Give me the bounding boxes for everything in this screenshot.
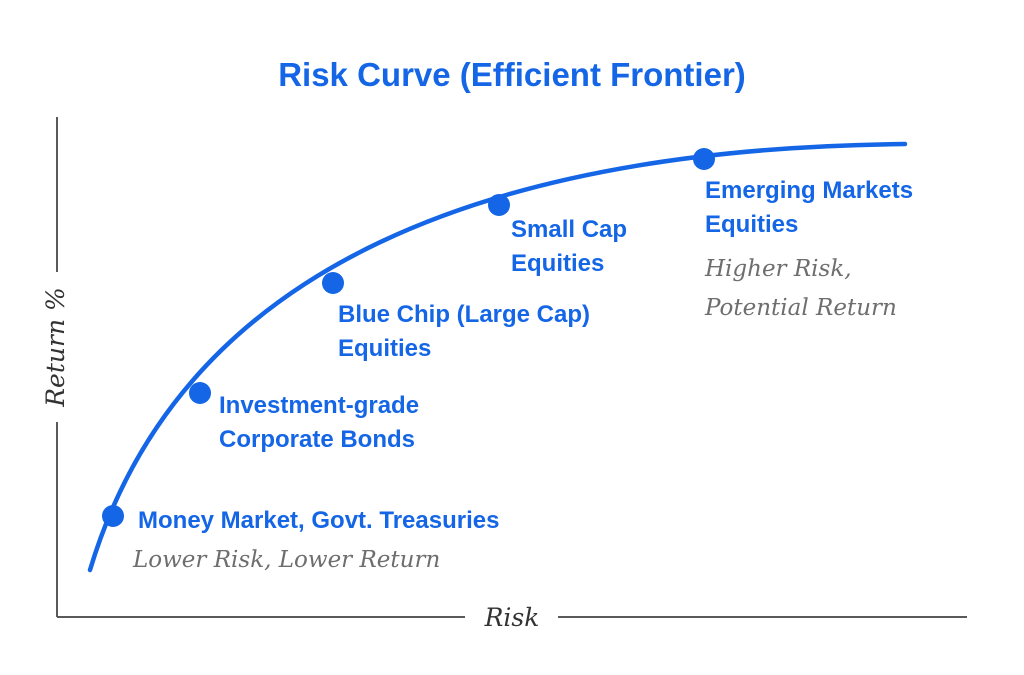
point-note: Higher Risk, Potential Return (704, 256, 897, 321)
point-label-line: Emerging Markets (705, 177, 913, 204)
frontier-point-group: Blue Chip (Large Cap) Equities (322, 272, 590, 362)
point-label-line: Small Cap (511, 216, 627, 243)
point-note-line: Lower Risk, Lower Return (132, 547, 440, 573)
points-layer: Money Market, Govt. Treasuries Lower Risk… (102, 148, 913, 573)
frontier-curve (87, 141, 908, 573)
point-label-line: Equities (511, 250, 604, 277)
frontier-point (693, 148, 715, 170)
frontier-point (189, 382, 211, 404)
point-label-line: Equities (705, 211, 798, 238)
point-label-line: Corporate Bonds (219, 426, 415, 453)
point-label: Money Market, Govt. Treasuries (138, 507, 499, 534)
point-label-line: Equities (338, 335, 431, 362)
frontier-point-group: Investment-grade Corporate Bonds (189, 382, 419, 453)
chart-title: Risk Curve (Efficient Frontier) (278, 56, 746, 93)
point-note-line: Higher Risk, (704, 256, 852, 282)
x-axis-label: Risk (484, 603, 540, 632)
point-label: Emerging Markets Equities (705, 177, 913, 238)
frontier-point-group: Emerging Markets Equities Higher Risk, Pote… (693, 148, 913, 321)
point-label: Small Cap Equities (511, 216, 627, 277)
point-note-line: Potential Return (704, 295, 897, 321)
frontier-point-group: Money Market, Govt. Treasuries Lower Risk… (102, 505, 499, 573)
frontier-point (102, 505, 124, 527)
point-label-line: Investment-grade (219, 392, 419, 419)
point-label-line: Money Market, Govt. Treasuries (138, 507, 499, 534)
point-label: Investment-grade Corporate Bonds (219, 392, 419, 453)
frontier-point (488, 194, 510, 216)
point-label-line: Blue Chip (Large Cap) (338, 301, 590, 328)
frontier-point (322, 272, 344, 294)
point-note: Lower Risk, Lower Return (132, 547, 440, 573)
frontier-point-group: Small Cap Equities (488, 194, 627, 277)
y-axis-label: Return % (41, 287, 70, 408)
point-label: Blue Chip (Large Cap) Equities (338, 301, 590, 362)
